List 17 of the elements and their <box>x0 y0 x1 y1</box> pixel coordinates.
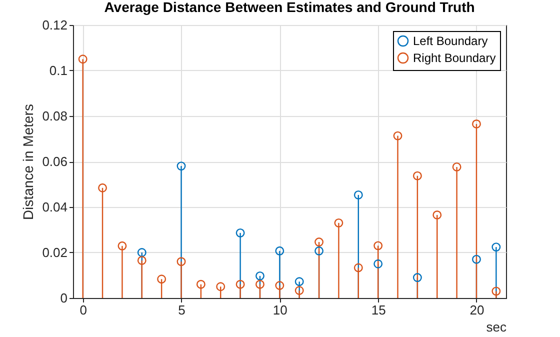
y-tick-label: 0.08 <box>42 108 68 124</box>
x-tick-label: 10 <box>272 302 288 318</box>
legend-label: Left Boundary <box>413 34 488 48</box>
y-tick-label: 0 <box>60 290 68 306</box>
x-tick-label: 15 <box>371 302 386 318</box>
y-tick-label: 0.02 <box>42 245 68 260</box>
y-tick-label: 0.12 <box>42 18 68 32</box>
x-tick-label: 5 <box>178 302 186 318</box>
x-axis-title: sec <box>486 320 507 334</box>
y-tick-label: 0.04 <box>42 200 68 214</box>
x-tick-label: 0 <box>80 302 87 318</box>
y-tick-label: 0.1 <box>49 63 68 78</box>
y-tick-label: 0.06 <box>42 154 68 169</box>
x-tick-label: 20 <box>470 302 484 318</box>
chart-title: Average Distance Between Estimates and Ground Truth <box>104 0 475 15</box>
y-axis-title: Distance in Meters <box>20 104 36 220</box>
legend-label: Right Boundary <box>413 51 496 65</box>
